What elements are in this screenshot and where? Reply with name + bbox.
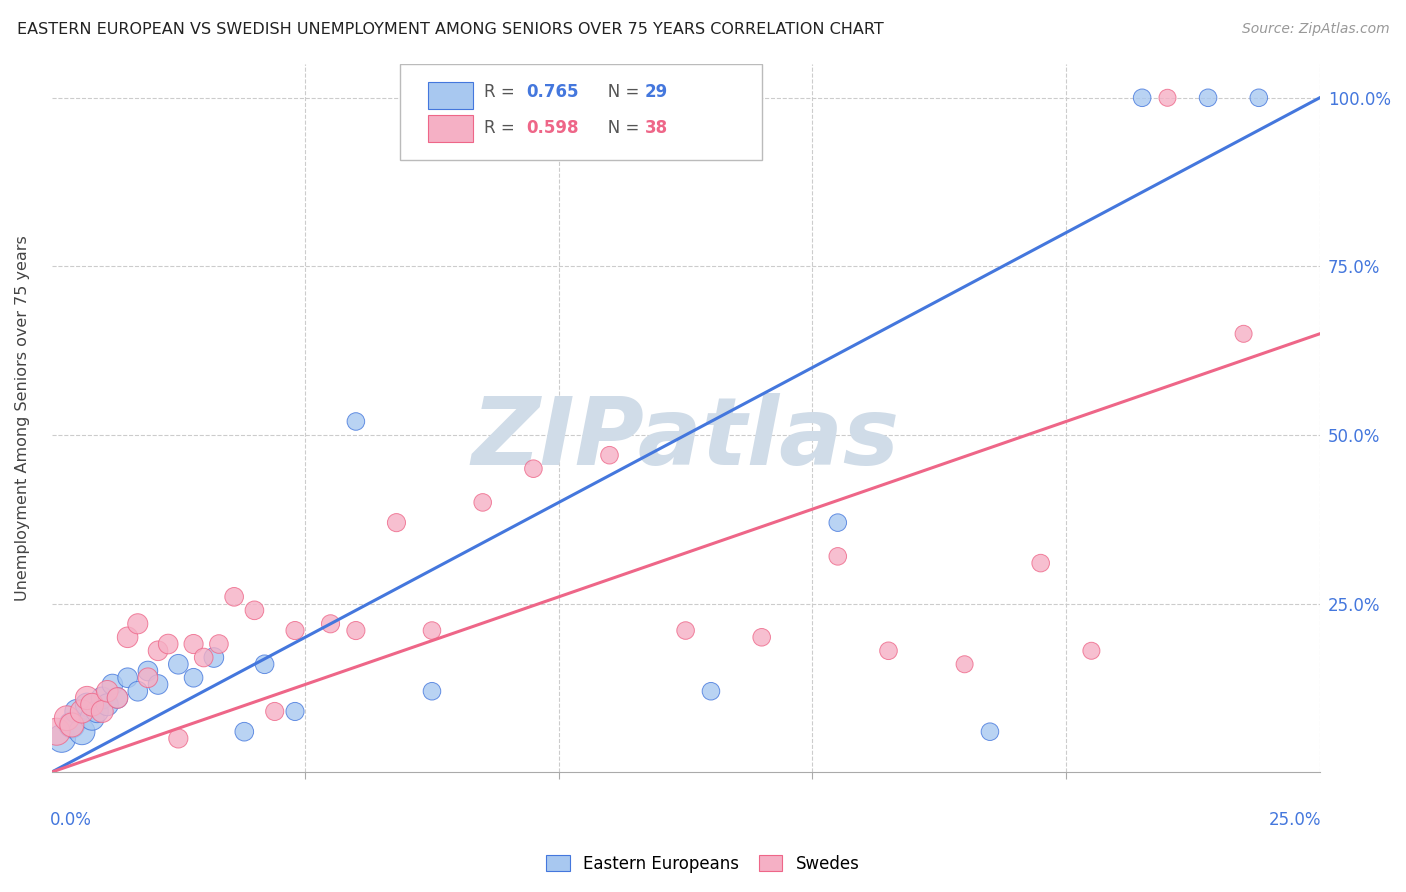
Point [1156,91,1178,105]
Point [117,671,139,685]
Legend: Eastern Europeans, Swedes: Eastern Europeans, Swedes [540,848,866,880]
Point [1130,91,1153,105]
Text: 0.765: 0.765 [526,83,578,101]
Point [284,624,307,638]
Point [208,637,231,651]
Point [101,677,124,691]
Point [167,731,190,746]
Point [157,637,180,651]
Point [953,657,976,672]
Point [675,624,697,638]
Point [420,684,443,698]
Point [751,630,773,644]
Point [471,495,494,509]
Point [385,516,408,530]
Point [599,448,621,462]
Point [979,724,1001,739]
Text: 29: 29 [645,83,668,101]
Point [136,664,159,678]
Point [107,690,129,705]
Point [522,461,544,475]
Text: 0.0%: 0.0% [51,811,93,829]
Point [284,705,307,719]
Point [127,684,149,698]
FancyBboxPatch shape [429,82,472,109]
Point [55,711,77,725]
FancyBboxPatch shape [429,115,472,142]
Text: 25.0%: 25.0% [1268,811,1320,829]
Point [1197,91,1219,105]
Point [167,657,190,672]
Point [96,698,118,712]
Point [827,549,849,564]
Point [224,590,246,604]
Point [1029,556,1052,570]
Point [82,698,104,712]
Point [193,650,215,665]
Point [76,690,98,705]
Point [60,718,83,732]
Point [117,630,139,644]
Point [183,637,205,651]
Point [91,705,114,719]
Point [344,415,367,429]
Point [344,624,367,638]
Point [877,644,900,658]
Point [51,731,73,746]
Point [263,705,285,719]
Point [82,711,104,725]
Point [202,650,225,665]
Text: EASTERN EUROPEAN VS SWEDISH UNEMPLOYMENT AMONG SENIORS OVER 75 YEARS CORRELATION: EASTERN EUROPEAN VS SWEDISH UNEMPLOYMENT… [17,22,883,37]
Text: R =: R = [484,83,520,101]
Text: Source: ZipAtlas.com: Source: ZipAtlas.com [1241,22,1389,37]
Text: N =: N = [592,119,644,136]
Point [1232,326,1254,341]
Point [827,516,849,530]
Point [233,724,256,739]
Point [136,671,159,685]
Point [183,671,205,685]
Point [66,705,89,719]
Point [127,616,149,631]
Text: ZIPatlas: ZIPatlas [471,393,900,485]
Text: 38: 38 [645,119,668,136]
FancyBboxPatch shape [401,64,762,160]
Text: N =: N = [592,83,644,101]
Point [60,718,83,732]
Point [700,684,723,698]
Point [96,684,118,698]
Point [70,724,93,739]
Y-axis label: Unemployment Among Seniors over 75 years: Unemployment Among Seniors over 75 years [15,235,30,601]
Point [146,677,169,691]
Point [146,644,169,658]
Point [45,724,67,739]
Point [70,705,93,719]
Point [86,705,108,719]
Point [243,603,266,617]
Point [1080,644,1102,658]
Point [1247,91,1270,105]
Point [319,616,342,631]
Point [91,690,114,705]
Point [420,624,443,638]
Point [253,657,276,672]
Point [76,698,98,712]
Text: R =: R = [484,119,520,136]
Point [107,690,129,705]
Text: 0.598: 0.598 [526,119,578,136]
